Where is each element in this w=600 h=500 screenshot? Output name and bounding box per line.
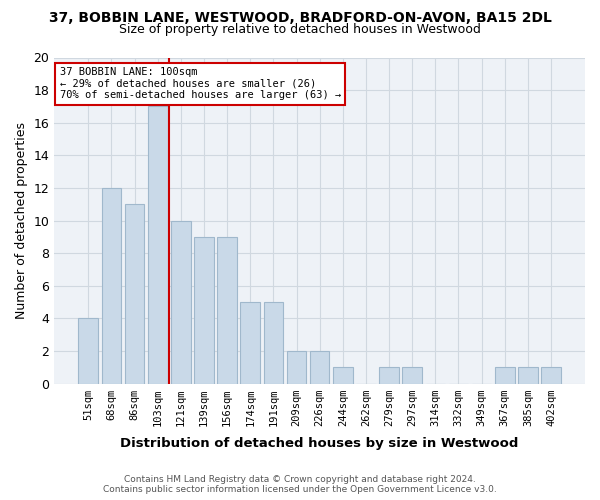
- Bar: [194, 237, 214, 384]
- Bar: [217, 237, 237, 384]
- Bar: [310, 351, 329, 384]
- Text: Contains HM Land Registry data © Crown copyright and database right 2024.
Contai: Contains HM Land Registry data © Crown c…: [103, 474, 497, 494]
- Text: Size of property relative to detached houses in Westwood: Size of property relative to detached ho…: [119, 22, 481, 36]
- Bar: [518, 367, 538, 384]
- Bar: [541, 367, 561, 384]
- X-axis label: Distribution of detached houses by size in Westwood: Distribution of detached houses by size …: [121, 437, 519, 450]
- Bar: [333, 367, 353, 384]
- Bar: [125, 204, 145, 384]
- Bar: [403, 367, 422, 384]
- Bar: [287, 351, 307, 384]
- Y-axis label: Number of detached properties: Number of detached properties: [15, 122, 28, 319]
- Bar: [495, 367, 515, 384]
- Bar: [241, 302, 260, 384]
- Bar: [79, 318, 98, 384]
- Bar: [263, 302, 283, 384]
- Text: 37, BOBBIN LANE, WESTWOOD, BRADFORD-ON-AVON, BA15 2DL: 37, BOBBIN LANE, WESTWOOD, BRADFORD-ON-A…: [49, 12, 551, 26]
- Bar: [171, 220, 191, 384]
- Bar: [379, 367, 399, 384]
- Bar: [101, 188, 121, 384]
- Bar: [148, 106, 167, 384]
- Text: 37 BOBBIN LANE: 100sqm
← 29% of detached houses are smaller (26)
70% of semi-det: 37 BOBBIN LANE: 100sqm ← 29% of detached…: [59, 68, 341, 100]
